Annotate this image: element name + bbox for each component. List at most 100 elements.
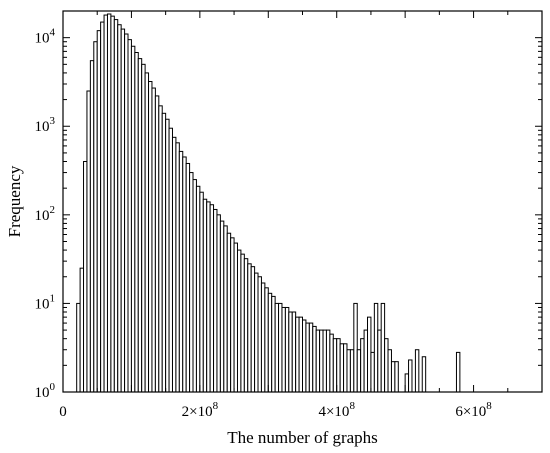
histogram-bar [315,329,321,393]
histogram-bar [175,142,180,393]
histogram-bar [86,90,91,393]
histogram-bar [390,361,396,393]
histogram-bar [178,150,184,393]
ticks-layer [62,10,543,393]
histogram-bar [226,232,232,393]
histogram-bar [421,356,427,393]
histogram-bar [120,28,126,393]
histogram-bar [305,322,310,393]
y-tick-label: 100 [35,381,56,401]
histogram-bar [343,343,348,393]
histogram-bar [271,295,276,393]
histogram-bar [195,185,201,393]
histogram-bar [154,95,160,393]
histogram-bar [257,276,262,393]
histogram-bar [339,343,345,393]
histogram-bar [394,361,399,393]
histogram-bar [83,161,88,393]
histogram-bar [117,24,122,393]
histogram-bar [267,292,273,393]
histogram-bar [219,220,225,393]
histogram-bar [384,338,389,393]
histogram-bar [199,191,204,393]
histogram-bar [158,105,163,393]
histogram-bar [100,21,105,393]
x-tick-label: 4×108 [318,400,355,420]
histogram-bar [288,311,293,393]
histogram-bar [291,311,297,393]
histogram-bar [414,349,420,393]
y-tick-label: 104 [35,27,56,47]
histogram-bar [148,81,153,393]
histogram-bar [278,302,283,393]
histogram-bar [387,349,392,393]
histogram-bar [363,329,369,393]
histogram-bar [349,349,355,393]
histogram-bar [404,373,410,393]
histogram-bar [103,14,108,393]
histogram-bar [144,72,150,393]
histogram-bar [206,201,211,393]
histogram-bar [325,329,331,393]
x-tick-label: 2×108 [182,400,219,420]
histogram-bar [213,208,218,393]
histogram-bar [336,338,341,393]
histogram-bar [308,322,314,393]
labels-layer: The number of graphs Frequency 2×108 4×10… [5,27,492,447]
histogram-bar [134,52,139,393]
histogram-bar [319,329,324,393]
histogram-bar [106,13,112,393]
histogram-bar [353,302,358,393]
histogram-bar [360,338,365,393]
histogram-bar [240,253,245,393]
x-axis-title: The number of graphs [227,428,378,447]
histogram-bar [185,162,191,393]
histogram-bar [367,316,372,393]
histogram-bar [76,302,81,393]
histogram-bar [161,112,167,393]
histogram-bar [192,179,197,393]
histogram-bar [141,63,146,393]
y-tick-label: 101 [35,292,56,312]
histogram-bar [230,237,235,393]
histogram-bar [182,156,187,393]
histogram-bar [298,316,303,393]
histogram-bar [250,266,256,393]
y-tick-label: 103 [35,115,56,135]
histogram-bar [302,319,307,393]
histogram-bar [346,349,351,393]
histogram-bar [373,302,379,393]
histogram-bar [127,39,132,393]
histogram-bar [124,33,129,393]
histogram-bar [332,338,338,393]
histogram-bar [209,204,215,393]
histogram-bar [408,359,413,393]
histogram-bar [79,267,85,393]
histogram-bar [247,263,252,393]
histogram-bar [137,58,143,393]
histogram-bar [281,306,286,393]
histogram-bar [380,302,386,393]
histogram-bar [171,136,177,393]
histogram-bar [223,225,228,393]
histogram-bar [110,15,115,393]
histogram-bar [202,198,208,393]
histogram-bar [329,333,334,393]
bars-layer [76,13,461,393]
histogram-bar [312,325,317,393]
histogram-bar [356,349,362,393]
histogram-bar [254,272,259,393]
histogram-bar [264,287,269,393]
histogram-bar [233,242,238,393]
x-tick-label: 0 [59,404,67,420]
histogram-bar [322,329,327,393]
histogram-bar [455,351,461,393]
histogram-bar [151,87,156,393]
y-axis-title: Frequency [5,165,24,237]
histogram-bar [96,30,102,393]
x-tick-label: 6×108 [455,400,492,420]
histogram-bar [377,329,382,393]
histogram-bar [236,249,242,393]
